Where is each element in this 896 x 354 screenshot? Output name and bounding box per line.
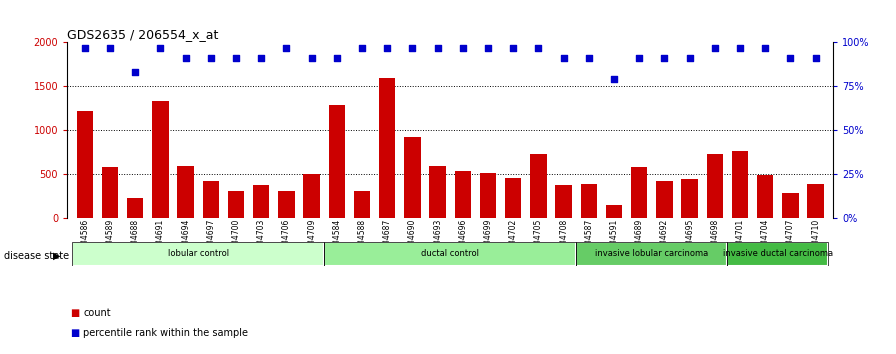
Bar <box>329 105 345 218</box>
Text: invasive ductal carcinoma: invasive ductal carcinoma <box>723 250 833 258</box>
Bar <box>728 242 828 266</box>
Point <box>683 56 697 61</box>
Bar <box>73 242 324 266</box>
Bar <box>177 166 194 218</box>
Bar <box>807 183 823 218</box>
Point <box>506 45 521 51</box>
Text: count: count <box>83 308 111 318</box>
Point <box>254 56 269 61</box>
Point <box>632 56 646 61</box>
Bar <box>782 193 798 218</box>
Point <box>658 56 672 61</box>
Point <box>758 45 772 51</box>
Bar <box>77 111 93 218</box>
Point <box>128 69 142 75</box>
Bar <box>480 173 496 218</box>
Point <box>153 45 168 51</box>
Point <box>78 45 92 51</box>
Text: ■: ■ <box>70 308 79 318</box>
Bar <box>202 181 219 218</box>
Bar <box>656 181 673 218</box>
Bar <box>324 242 576 266</box>
Bar <box>152 101 168 218</box>
Bar <box>279 190 295 218</box>
Bar <box>682 179 698 218</box>
Point <box>430 45 444 51</box>
Point <box>783 56 797 61</box>
Bar <box>102 167 118 218</box>
Point <box>280 45 294 51</box>
Text: ■: ■ <box>70 328 79 338</box>
Bar <box>505 178 521 218</box>
Bar <box>73 242 324 266</box>
Bar <box>127 199 143 218</box>
Point <box>733 45 747 51</box>
Bar <box>606 205 622 218</box>
Point <box>607 76 621 82</box>
Bar <box>732 151 748 218</box>
Text: invasive lobular carcinoma: invasive lobular carcinoma <box>595 250 709 258</box>
Bar <box>728 242 828 266</box>
Point <box>456 45 470 51</box>
Text: disease state: disease state <box>4 251 70 261</box>
Text: ▶: ▶ <box>54 251 61 261</box>
Point <box>330 56 344 61</box>
Point <box>355 45 369 51</box>
Bar <box>354 190 370 218</box>
Point <box>203 56 218 61</box>
Bar <box>379 78 395 218</box>
Bar <box>404 137 420 218</box>
Point <box>556 56 571 61</box>
Bar <box>429 166 446 218</box>
Point <box>178 56 193 61</box>
Bar <box>454 171 471 218</box>
Bar <box>576 242 728 266</box>
Bar <box>707 154 723 218</box>
Point <box>531 45 546 51</box>
Bar <box>253 185 270 218</box>
Text: percentile rank within the sample: percentile rank within the sample <box>83 328 248 338</box>
Bar <box>324 242 576 266</box>
Text: GDS2635 / 206554_x_at: GDS2635 / 206554_x_at <box>67 28 219 41</box>
Text: lobular control: lobular control <box>168 250 228 258</box>
Text: ductal control: ductal control <box>421 250 479 258</box>
Bar <box>576 242 728 266</box>
Bar <box>304 174 320 218</box>
Point <box>708 45 722 51</box>
Point <box>380 45 394 51</box>
Point <box>305 56 319 61</box>
Point <box>228 56 243 61</box>
Point <box>808 56 823 61</box>
Bar <box>757 175 773 218</box>
Point <box>103 45 117 51</box>
Bar <box>228 192 245 218</box>
Point <box>582 56 596 61</box>
Point <box>481 45 495 51</box>
Bar <box>530 154 547 218</box>
Bar <box>556 185 572 218</box>
Point <box>405 45 419 51</box>
Bar <box>581 184 597 218</box>
Bar <box>631 167 648 218</box>
